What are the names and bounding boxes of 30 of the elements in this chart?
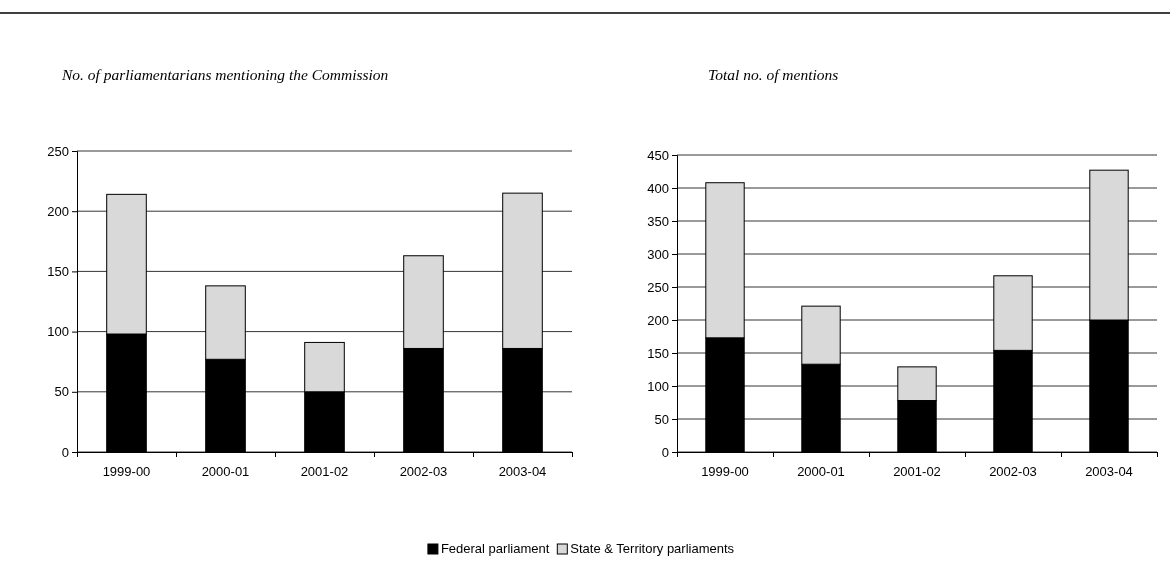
y-tick-label: 0 [661, 444, 669, 460]
chart-title: Total no. of mentions [708, 66, 839, 83]
x-tick-label: 2000-01 [797, 464, 845, 479]
x-tick-label: 2000-01 [201, 464, 250, 479]
x-tick-label: 1999-00 [102, 464, 151, 479]
x-tick-label: 2002-03 [989, 464, 1037, 479]
x-tick-label: 2002-03 [399, 464, 448, 479]
y-tick-label: 250 [47, 143, 69, 159]
y-tick-label: 100 [47, 324, 69, 340]
y-tick-label: 0 [61, 444, 69, 460]
y-tick-label: 50 [654, 411, 669, 427]
x-tick-label: 2001-02 [893, 464, 941, 479]
legend-label: State & Territory parliaments [570, 541, 735, 556]
y-tick-label: 150 [647, 345, 669, 361]
y-tick-label: 400 [647, 180, 669, 196]
legend-label: Federal parliament [440, 541, 550, 556]
y-tick-label: 200 [647, 312, 669, 328]
x-tick-label: 2003-04 [1085, 464, 1133, 479]
chart-title: No. of parliamentarians mentioning the Commission [61, 66, 389, 83]
y-tick-label: 100 [647, 378, 669, 394]
y-tick-label: 50 [54, 384, 69, 400]
x-tick-label: 2003-04 [498, 464, 547, 479]
y-tick-label: 300 [647, 246, 669, 262]
x-tick-label: 2001-02 [300, 464, 349, 479]
y-tick-label: 450 [647, 147, 669, 163]
y-tick-label: 150 [47, 264, 69, 280]
y-tick-label: 350 [647, 213, 669, 229]
y-tick-label: 200 [47, 203, 69, 219]
x-tick-label: 1999-00 [701, 464, 749, 479]
y-tick-label: 250 [647, 279, 669, 295]
